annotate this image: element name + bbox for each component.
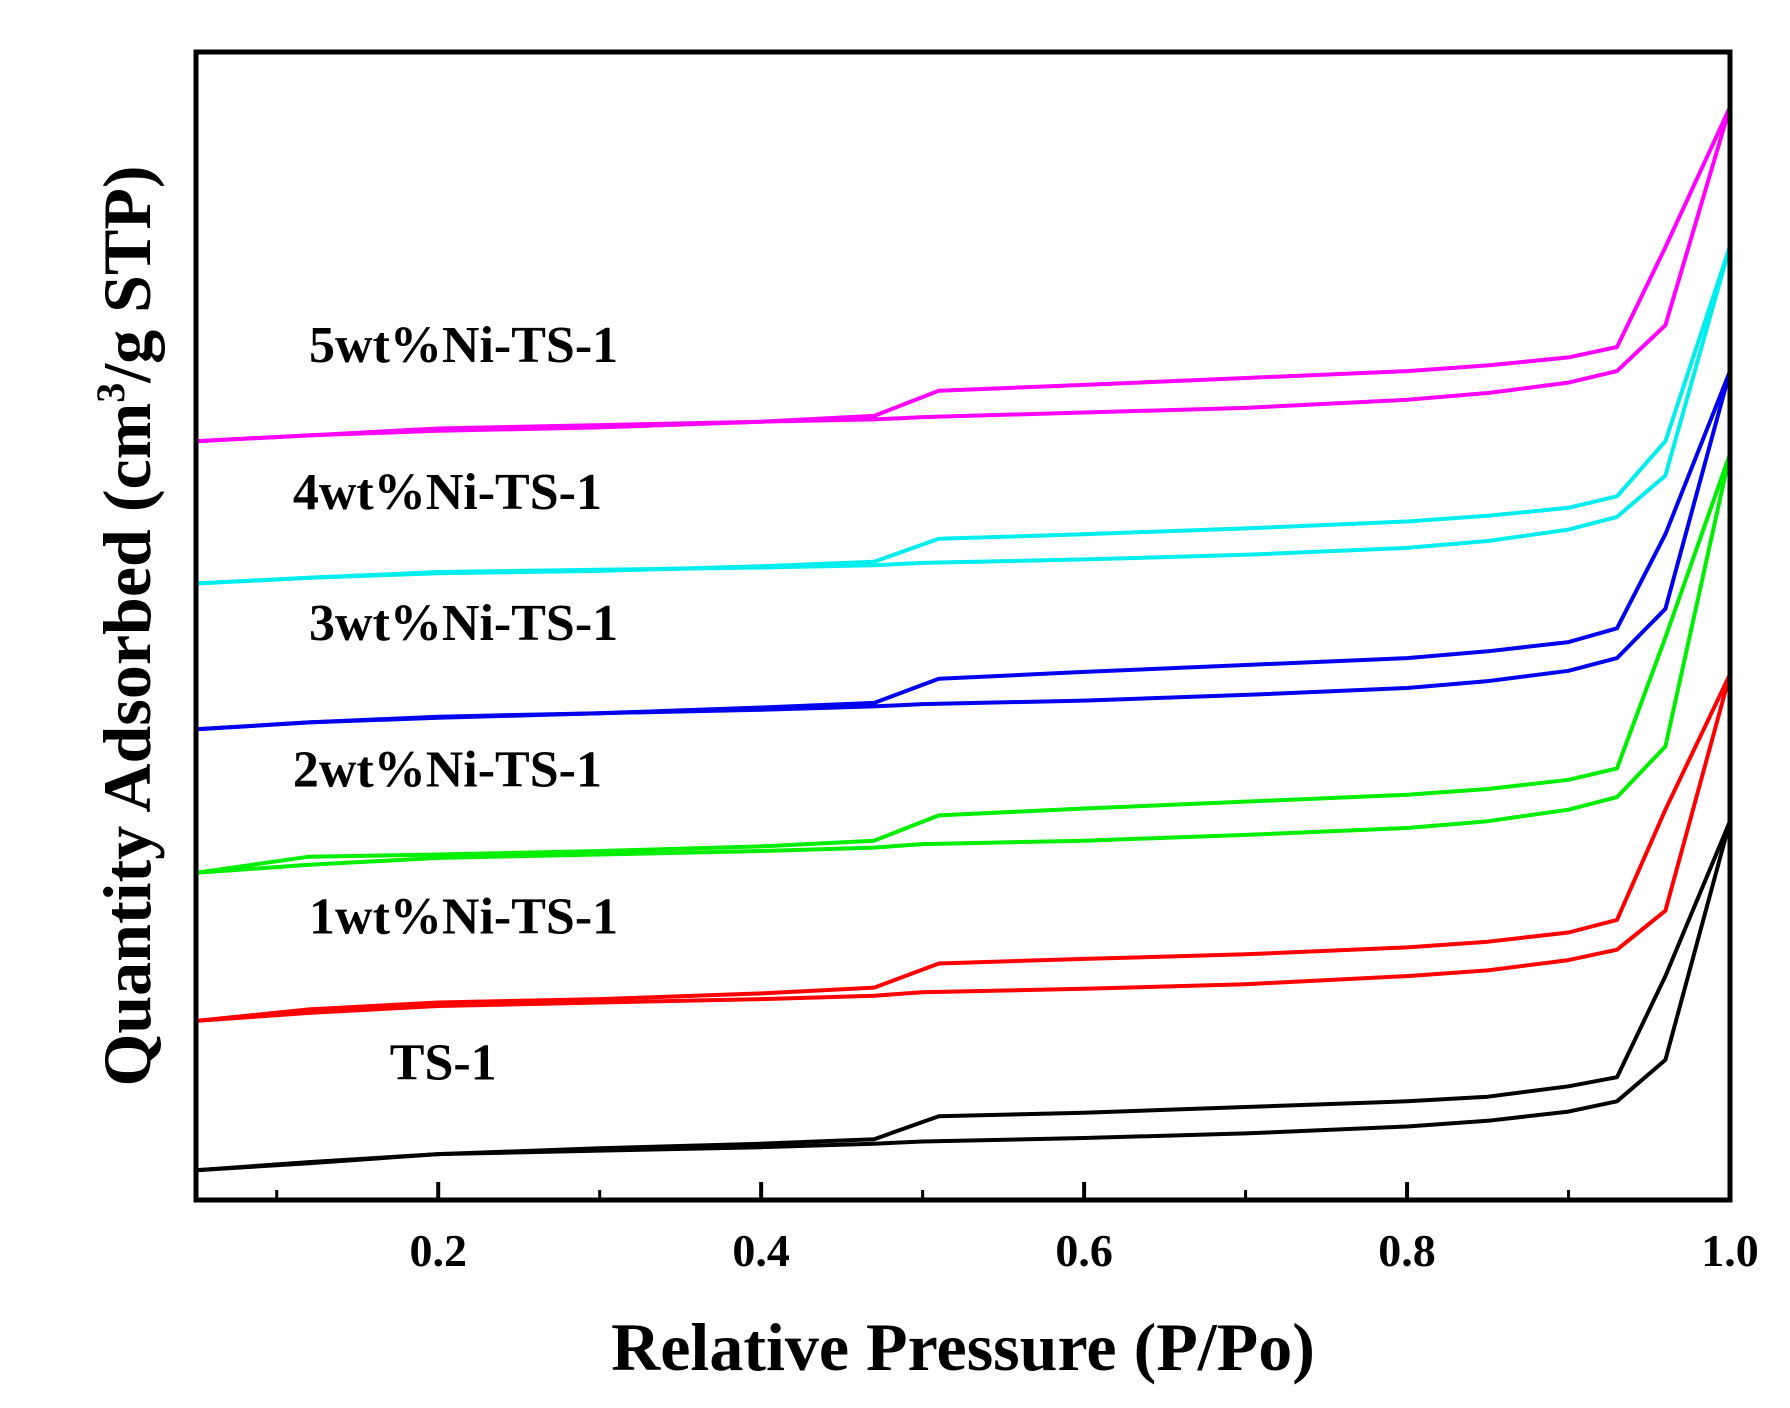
x-tick-label: 0.4 [732,1225,790,1276]
series-3wtpctni-ts-1-adsorption [195,370,1732,732]
series-label-4wtpctni-ts-1: 4wt%Ni-TS-1 [293,464,602,521]
series-label-ts-1: TS-1 [390,1034,497,1091]
series-2wtpctni-ts-1-adsorption [195,453,1732,875]
x-tick-label: 1.0 [1701,1225,1759,1276]
series-layer [195,106,1732,1173]
series-ts-1-desorption [195,820,1732,1173]
x-tick-label: 0.6 [1055,1225,1113,1276]
series-label-1wtpctni-ts-1: 1wt%Ni-TS-1 [309,889,618,946]
series-2wtpctni-ts-1-desorption [195,453,1732,875]
series-label-2wtpctni-ts-1: 2wt%Ni-TS-1 [293,742,602,799]
y-axis-title-prefix: Quantity Adsorbed (cm [89,403,165,1087]
series-4wtpctni-ts-1-desorption [195,245,1732,586]
series-label-5wtpctni-ts-1: 5wt%Ni-TS-1 [309,317,618,374]
plot-frame [193,49,1733,1203]
y-axis-title: Quantity Adsorbed (cm3/g STP) [88,165,165,1086]
series-ts-1-adsorption [195,820,1732,1173]
series-3wtpctni-ts-1-desorption [195,370,1732,732]
series-labels: TS-1 1wt%Ni-TS-1 2wt%Ni-TS-1 3wt%Ni-TS-1 4wt… [293,317,618,1091]
series-1wtpctni-ts-1-adsorption [195,673,1732,1023]
series-1wtpctni-ts-1-desorption [195,673,1732,1023]
series-label-3wtpctni-ts-1: 3wt%Ni-TS-1 [309,595,618,652]
y-axis-title-superscript: 3 [88,383,133,403]
series-5wtpctni-ts-1-desorption [195,106,1732,444]
x-axis-ticks: 0.2 0.4 0.6 0.8 1.0 [275,1182,1759,1276]
x-axis-title: Relative Pressure (P/Po) [611,1309,1315,1385]
x-tick-label: 0.8 [1378,1225,1436,1276]
series-5wtpctni-ts-1-adsorption [195,106,1732,444]
x-tick-label: 0.2 [409,1225,467,1276]
y-axis-title-suffix: /g STP) [89,165,165,383]
